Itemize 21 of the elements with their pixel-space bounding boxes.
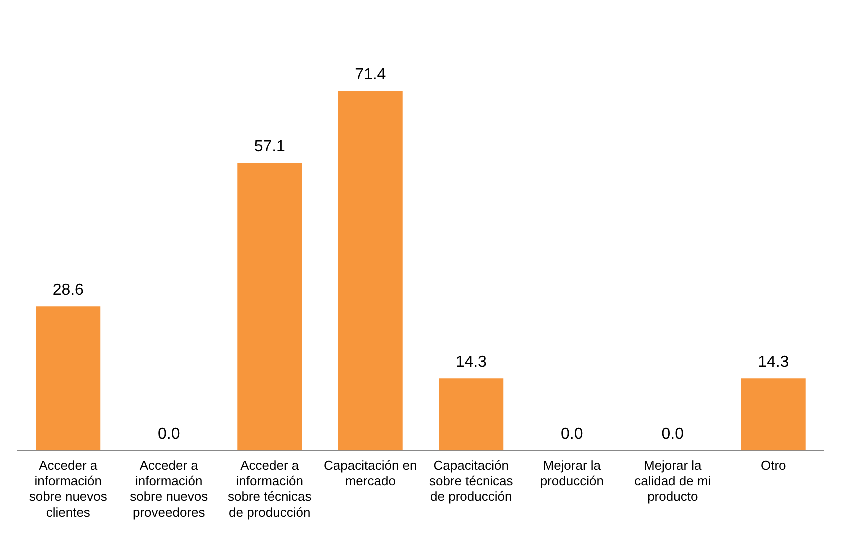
x-tick-label: Mejorar la calidad de mi producto — [634, 458, 712, 504]
x-tick-label: Acceder a información sobre nuevos proveedores — [130, 458, 209, 520]
x-tick-label: Acceder a información sobre nuevos clientes — [29, 458, 108, 520]
data-label: 0.0 — [158, 426, 180, 444]
data-label: 28.6 — [52, 282, 84, 300]
x-tick-label: Capacitación en mercado — [324, 458, 418, 489]
bar — [238, 163, 302, 451]
x-tick-label: Capacitación sobre técnicas de producción — [429, 458, 514, 504]
bar — [36, 306, 101, 451]
data-label: 71.4 — [355, 66, 386, 84]
data-label: 0.0 — [662, 426, 684, 444]
data-label: 57.1 — [254, 138, 286, 156]
data-label: 14.3 — [456, 354, 488, 372]
x-tick-label: Acceder a información sobre técnicas de producción — [228, 458, 312, 520]
x-tick-label: Mejorar la producción — [540, 458, 604, 489]
x-tick-label: Otro — [760, 458, 786, 473]
data-label: 0.0 — [561, 426, 584, 444]
bar — [338, 91, 403, 451]
data-label: 14.3 — [758, 354, 790, 372]
bar — [741, 378, 806, 451]
bar — [439, 378, 504, 451]
